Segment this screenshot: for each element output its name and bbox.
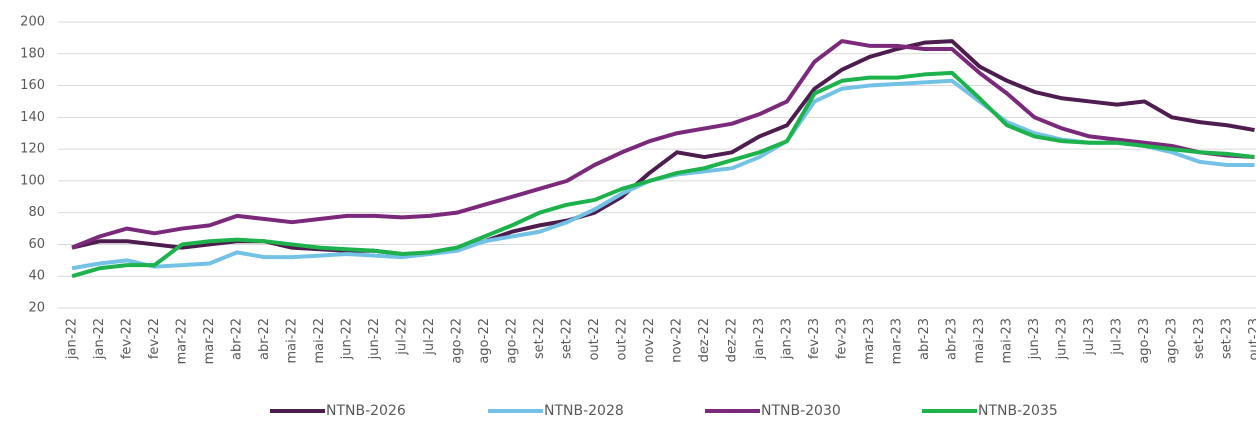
y-tick-label: 60 [28, 237, 45, 252]
x-tick-label: abr-22 [257, 318, 272, 360]
x-tick-label: jul-22 [422, 318, 437, 356]
x-tick-label: set-23 [1192, 318, 1207, 359]
x-tick-label: ago-23 [1137, 318, 1152, 364]
x-tick-label: fev-23 [835, 318, 850, 359]
x-tick-label: ago-22 [477, 318, 492, 364]
x-tick-label: set-22 [560, 318, 575, 359]
x-tick-label: jul-22 [395, 318, 410, 356]
x-tick-label: jan-22 [92, 318, 107, 360]
x-tick-label: ago-22 [505, 318, 520, 364]
x-tick-label: jun-22 [367, 318, 382, 360]
x-tick-label: abr-23 [945, 318, 960, 360]
x-tick-label: jan-22 [65, 318, 80, 360]
x-tick-label: mai-23 [1000, 318, 1015, 363]
x-tick-label: out-22 [587, 318, 602, 361]
x-tick-label: dez-22 [725, 318, 740, 362]
legend-label: NTNB-2030 [761, 403, 841, 419]
x-tick-label: jun-23 [1055, 318, 1070, 360]
y-tick-label: 160 [20, 78, 45, 93]
x-tick-label: nov-22 [642, 318, 657, 363]
x-tick-label: jun-22 [340, 318, 355, 360]
x-tick-label: abr-22 [230, 318, 245, 360]
x-tick-label: jul-23 [1082, 318, 1097, 356]
series-line [71, 39, 1255, 256]
x-tick-label: ago-22 [450, 318, 465, 364]
x-tick-label: fev-23 [807, 318, 822, 359]
y-tick-label: 20 [28, 301, 45, 316]
legend-label: NTNB-2026 [326, 403, 406, 419]
series-line [71, 39, 1255, 250]
y-tick-label: 200 [20, 15, 45, 30]
x-tick-label: jan-23 [752, 318, 767, 360]
y-tick-label: 180 [20, 46, 45, 61]
legend-label: NTNB-2035 [978, 403, 1058, 419]
x-tick-label: ago-23 [1165, 318, 1180, 364]
x-tick-label: out-22 [615, 318, 630, 361]
x-tick-label: set-23 [1220, 318, 1235, 359]
x-tick-label: jul-23 [1110, 318, 1125, 356]
x-tick-label: mai-23 [972, 318, 987, 363]
x-tick-label: out-23 [1247, 318, 1256, 361]
x-tick-label: dez-22 [697, 318, 712, 362]
y-tick-label: 40 [28, 269, 45, 284]
y-tick-label: 80 [28, 205, 45, 220]
x-tick-label: jan-23 [780, 318, 795, 360]
x-tick-label: abr-23 [917, 318, 932, 360]
x-tick-label: jun-23 [1027, 318, 1042, 360]
x-tick-label: mar-23 [862, 318, 877, 364]
x-tick-label: nov-22 [670, 318, 685, 363]
legend-label: NTNB-2028 [544, 403, 624, 419]
x-tick-label: mar-22 [175, 318, 190, 364]
x-tick-label: mar-22 [202, 318, 217, 364]
series-line [71, 70, 1255, 279]
x-tick-label: mai-22 [312, 318, 327, 363]
x-tick-label: fev-22 [120, 318, 135, 359]
y-tick-label: 100 [20, 173, 45, 188]
x-tick-label: mai-22 [285, 318, 300, 363]
x-tick-label: mar-23 [890, 318, 905, 364]
x-tick-label: set-22 [532, 318, 547, 359]
y-tick-label: 120 [20, 142, 45, 157]
y-tick-label: 140 [20, 110, 45, 125]
x-tick-label: fev-22 [147, 318, 162, 359]
